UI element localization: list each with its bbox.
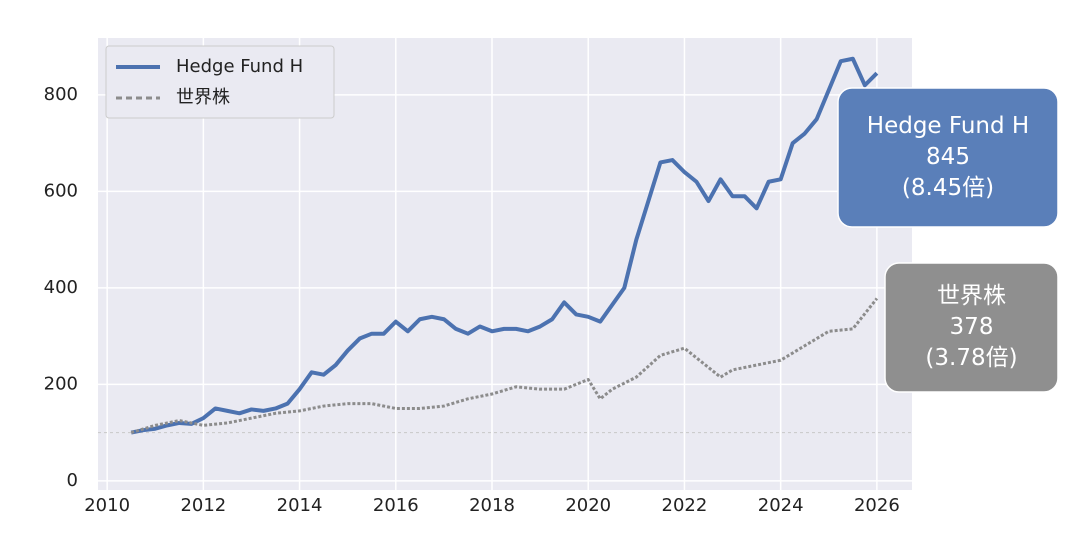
x-tick-label: 2024: [758, 495, 804, 516]
x-tick-label: 2026: [854, 495, 900, 516]
annotation-box: [884, 262, 1059, 393]
line-series: [130, 56, 879, 435]
annotation-text: 世界株: [937, 283, 1006, 309]
line-series: [130, 297, 879, 435]
x-tick-label: 2022: [662, 495, 708, 516]
x-tick-label: 2018: [469, 495, 515, 516]
y-tick-label: 200: [44, 373, 78, 394]
legend: [105, 45, 335, 119]
annotation-text: 845: [926, 144, 970, 170]
annotation-text: (3.78倍): [925, 345, 1017, 371]
legend-label: 世界株: [176, 87, 230, 108]
legend-label: Hedge Fund H: [176, 56, 303, 77]
y-tick-label: 400: [44, 277, 78, 298]
annotation-text: Hedge Fund H: [867, 113, 1029, 139]
annotation-text: 378: [950, 314, 994, 340]
y-tick-label: 0: [67, 470, 78, 491]
x-tick-label: 2016: [373, 495, 419, 516]
y-tick-label: 800: [44, 84, 78, 105]
x-tick-label: 2014: [277, 495, 323, 516]
x-tick-label: 2012: [180, 495, 226, 516]
annotation-text: (8.45倍): [902, 175, 994, 201]
annotation-box: [837, 87, 1059, 228]
y-tick-label: 600: [44, 180, 78, 201]
x-tick-label: 2020: [565, 495, 611, 516]
x-tick-label: 2010: [84, 495, 130, 516]
